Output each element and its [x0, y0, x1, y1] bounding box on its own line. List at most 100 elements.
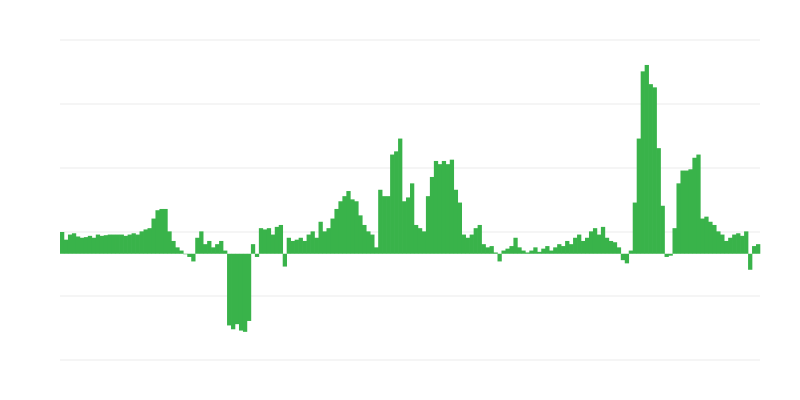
bar: [342, 196, 347, 254]
bar: [616, 247, 622, 254]
bar: [199, 231, 204, 254]
bar: [183, 253, 188, 255]
bar: [406, 197, 411, 254]
bar: [636, 138, 641, 254]
bar: [95, 234, 101, 254]
bar: [175, 247, 180, 254]
bar: [346, 191, 351, 254]
bar: [600, 226, 606, 254]
bar: [740, 235, 745, 254]
bar: [362, 224, 367, 254]
bar: [131, 233, 136, 254]
bar: [410, 183, 415, 254]
bar: [60, 232, 65, 254]
bar: [628, 250, 634, 254]
bar: [127, 234, 132, 254]
bar: [720, 234, 725, 254]
bar: [330, 218, 335, 254]
bar: [712, 224, 717, 254]
bar: [318, 221, 323, 254]
bar: [449, 159, 455, 254]
bar: [270, 234, 276, 254]
bar: [227, 253, 232, 326]
bar: [517, 247, 522, 254]
bar: [668, 253, 673, 256]
bar: [429, 176, 435, 254]
bar: [179, 250, 184, 254]
bar: [632, 202, 638, 254]
bar: [529, 250, 534, 254]
bar: [433, 160, 439, 254]
bar: [191, 253, 196, 262]
bar: [716, 231, 721, 254]
bar: [497, 253, 502, 262]
bar: [620, 253, 626, 261]
bar: [338, 201, 343, 254]
bar: [413, 224, 419, 254]
bar: [71, 233, 77, 254]
bar: [704, 216, 709, 254]
bar: [223, 250, 228, 254]
bar: [167, 231, 172, 254]
bar: [644, 64, 649, 254]
bar: [557, 244, 562, 254]
bar: [445, 164, 451, 254]
bar: [398, 138, 403, 254]
bar: [63, 239, 69, 254]
bar: [441, 160, 447, 254]
bar: [656, 148, 661, 254]
bar: [469, 234, 474, 254]
bar: [672, 228, 677, 254]
bar: [581, 240, 586, 254]
bar: [549, 250, 554, 254]
bar: [688, 169, 693, 254]
bar: [219, 240, 224, 254]
bar: [624, 253, 630, 264]
bar: [119, 234, 124, 254]
bar: [135, 234, 140, 254]
bar: [493, 252, 498, 254]
bar: [163, 208, 168, 254]
bar: [211, 247, 216, 254]
bar: [752, 246, 757, 254]
bar: [266, 228, 272, 254]
bar: [473, 228, 478, 254]
bar: [533, 247, 538, 254]
bar: [83, 237, 89, 254]
bar: [370, 234, 375, 254]
bar: [457, 202, 463, 254]
bar: [159, 208, 164, 254]
bar: [147, 228, 152, 254]
bar: [235, 253, 240, 325]
bar: [461, 234, 466, 254]
bar: [521, 250, 526, 254]
bar: [322, 231, 327, 254]
bar: [640, 71, 645, 254]
bar: [123, 235, 128, 254]
bar: [215, 244, 220, 254]
bar: [489, 246, 494, 254]
bar: [282, 253, 288, 267]
bar: [278, 224, 284, 254]
bar: [115, 234, 120, 254]
bar: [588, 231, 594, 254]
bar: [732, 234, 737, 254]
bar: [465, 237, 470, 254]
bar: [302, 240, 307, 254]
bar: [505, 248, 510, 254]
bar: [171, 240, 176, 254]
bar: [75, 236, 81, 254]
bar: [246, 253, 252, 321]
bar: [382, 196, 387, 254]
bar: [250, 244, 256, 254]
bar: [290, 240, 295, 254]
bar: [525, 252, 530, 254]
bar: [67, 234, 73, 254]
bar: [553, 247, 558, 254]
bar: [187, 253, 192, 257]
bar: [565, 240, 570, 254]
bar: [274, 226, 280, 254]
bar: [306, 234, 311, 254]
bar: [708, 221, 713, 254]
